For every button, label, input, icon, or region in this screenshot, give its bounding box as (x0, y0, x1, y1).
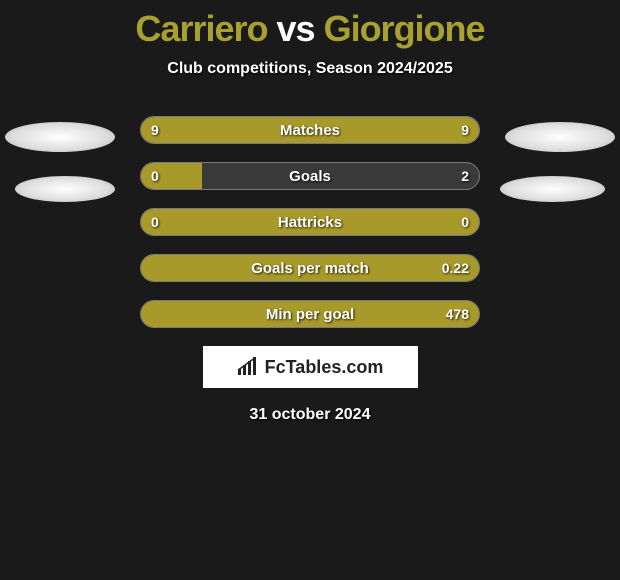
title-right-player: Giorgione (324, 8, 485, 49)
stat-row: 478Min per goal (140, 300, 480, 328)
badge-left-2 (15, 176, 115, 202)
stat-row: 02Goals (140, 162, 480, 190)
stat-label: Hattricks (141, 209, 479, 235)
brand-text: FcTables.com (265, 357, 384, 378)
stat-bars: 99Matches 02Goals 00Hattricks 0.22Goals per… (140, 116, 480, 328)
stat-row: 00Hattricks (140, 208, 480, 236)
title-vs: vs (277, 8, 315, 49)
stat-row: 99Matches (140, 116, 480, 144)
stat-label: Goals (141, 163, 479, 189)
badge-right-2 (500, 176, 605, 202)
subtitle: Club competitions, Season 2024/2025 (0, 60, 620, 78)
comparison-title: Carriero vs Giorgione (0, 0, 620, 50)
stat-row: 0.22Goals per match (140, 254, 480, 282)
stat-label: Goals per match (141, 255, 479, 281)
chart-icon (237, 357, 259, 377)
footer-date: 31 october 2024 (0, 406, 620, 424)
title-left-player: Carriero (135, 8, 267, 49)
stat-label: Min per goal (141, 301, 479, 327)
badge-right-1 (505, 122, 615, 152)
brand-badge: FcTables.com (203, 346, 418, 388)
stat-label: Matches (141, 117, 479, 143)
badge-left-1 (5, 122, 115, 152)
